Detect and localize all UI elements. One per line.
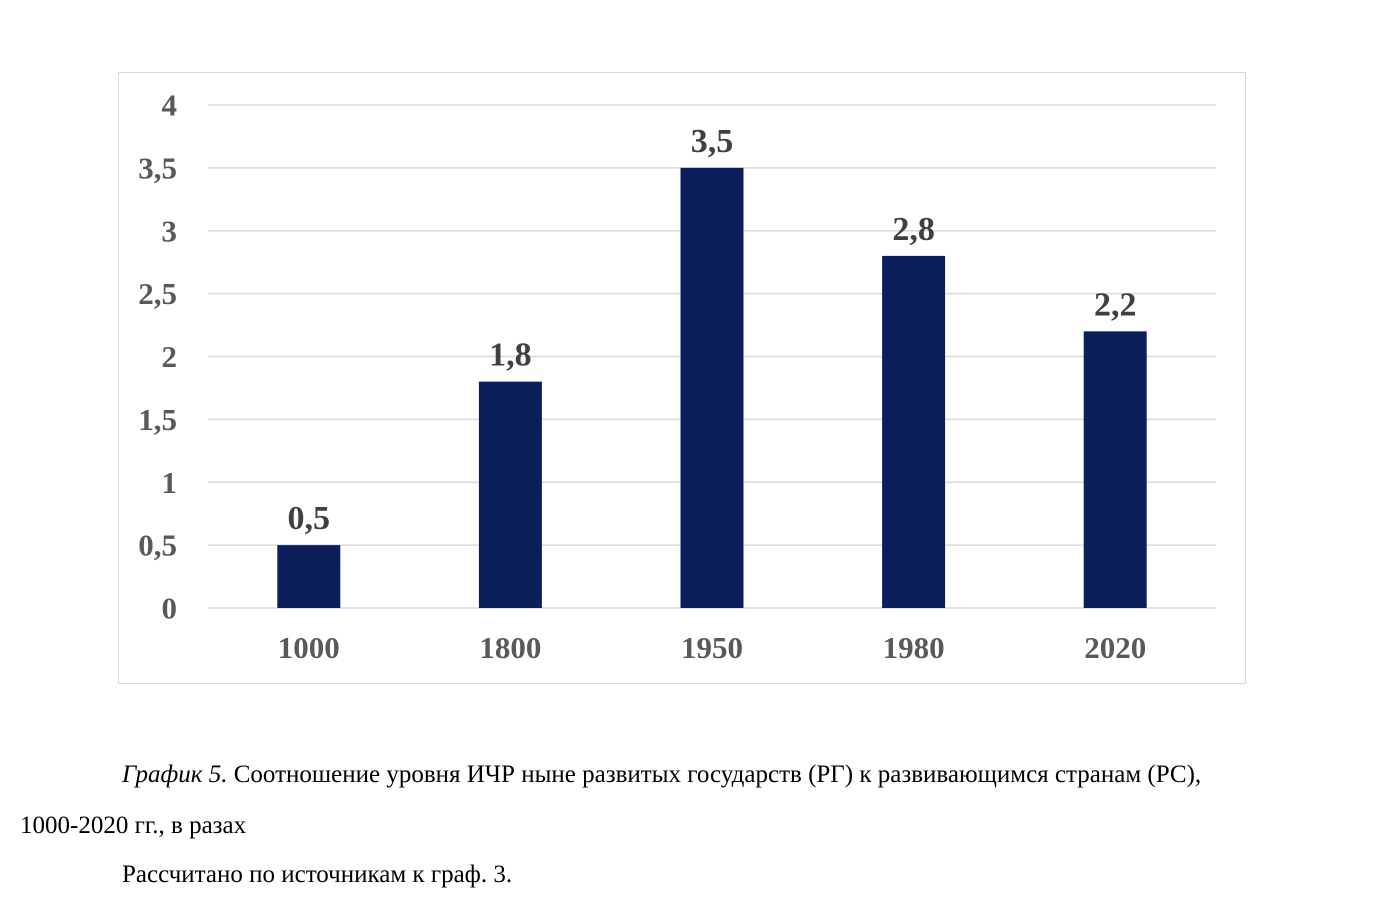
x-tick-label: 1980 — [883, 630, 945, 665]
y-tick-label: 2 — [162, 339, 178, 374]
data-label: 1,8 — [489, 337, 532, 374]
y-tick-label: 2,5 — [138, 276, 177, 311]
x-tick-label: 1000 — [278, 630, 340, 665]
y-tick-label: 4 — [162, 88, 178, 123]
chart-frame: 0 0,5 1 1,5 2 2,5 3 3,5 4 0,5 1000 1,8 1800 3,5 1950 2,… — [118, 72, 1246, 684]
y-tick-label: 0,5 — [138, 528, 177, 563]
y-tick-label: 1,5 — [138, 402, 177, 437]
x-tick-label: 1800 — [479, 630, 541, 665]
data-label: 0,5 — [288, 500, 331, 537]
figure-caption-prefix: График 5. — [122, 761, 228, 788]
figure-source-note: Рассчитано по источникам к граф. 3. — [122, 861, 513, 888]
y-tick-label: 3,5 — [138, 150, 177, 185]
bar — [680, 167, 744, 608]
figure-caption-continuation: 1000-2020 гг., в разах — [20, 812, 247, 839]
bar — [1083, 331, 1147, 608]
y-tick-label: 0 — [162, 591, 178, 626]
bar-chart: 0 0,5 1 1,5 2 2,5 3 3,5 4 0,5 1000 1,8 1800 3,5 1950 2,… — [138, 88, 1216, 665]
figure-caption: График 5. Соотношение уровня ИЧР ныне ра… — [122, 760, 1201, 790]
bar — [882, 255, 946, 608]
figure-caption-text: Соотношение уровня ИЧР ныне развитых гос… — [227, 761, 1202, 788]
y-tick-label: 3 — [162, 213, 178, 248]
x-tick-label: 1950 — [681, 630, 743, 665]
data-label: 3,5 — [691, 123, 734, 160]
bar — [277, 545, 341, 608]
bar — [478, 381, 542, 608]
data-label: 2,2 — [1094, 286, 1137, 323]
data-label: 2,8 — [892, 211, 935, 248]
x-tick-label: 2020 — [1084, 630, 1146, 665]
y-tick-label: 1 — [162, 465, 178, 500]
